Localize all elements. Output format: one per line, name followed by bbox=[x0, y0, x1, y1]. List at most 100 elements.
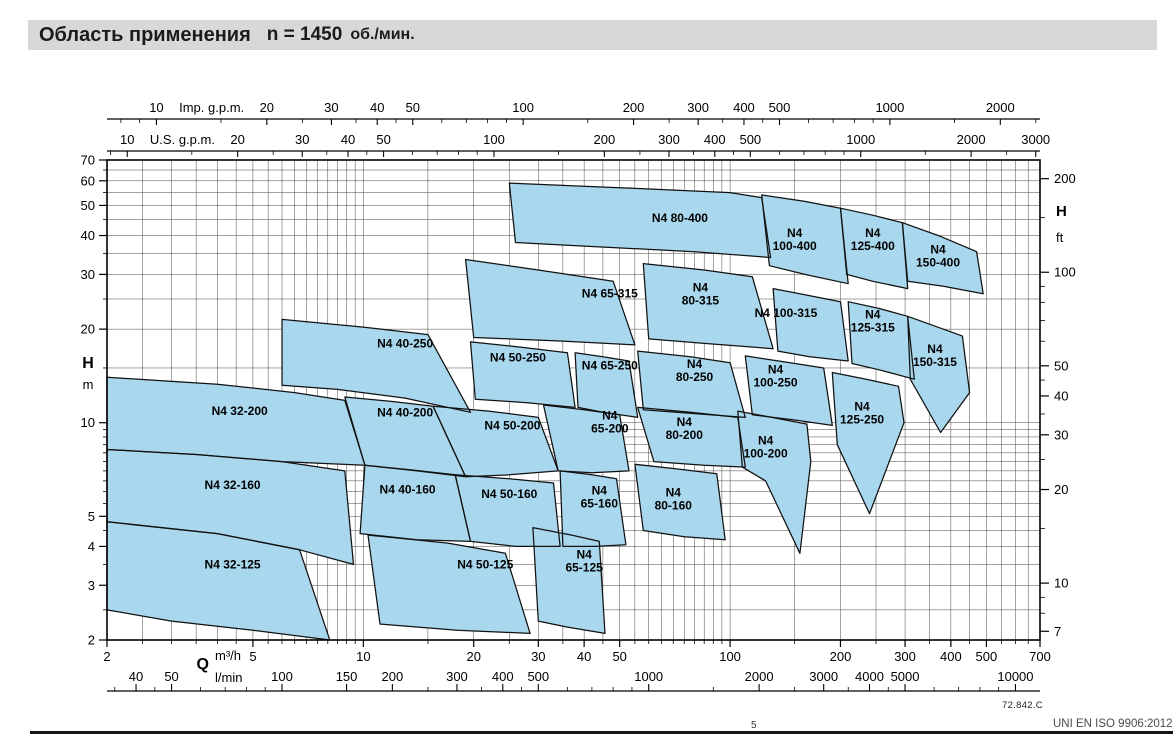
region-area-N4-125-400 bbox=[840, 208, 908, 289]
region-area-N4-100-400 bbox=[761, 195, 849, 284]
axis-tick-label: 50 bbox=[164, 669, 178, 684]
speed-value: n = 1450 bbox=[266, 24, 343, 45]
region-border bbox=[901, 222, 984, 295]
region-label: N4 32-125 bbox=[205, 557, 261, 571]
standard-reference: UNI EN ISO 9906:2012 bbox=[1053, 718, 1173, 730]
region-label: N4 bbox=[787, 226, 803, 240]
region-area-N4-40-160 bbox=[360, 465, 471, 542]
axis-tick-label: 10 bbox=[120, 132, 134, 147]
region-border bbox=[642, 262, 774, 350]
region-label: N4 bbox=[677, 415, 693, 429]
region-label: N4 bbox=[865, 226, 881, 240]
region-border bbox=[532, 526, 606, 635]
axis-unit: U.S. g.p.m. bbox=[150, 132, 215, 147]
region-border bbox=[508, 182, 772, 259]
axis-unit: m bbox=[83, 377, 94, 392]
region-area-N4-50-200 bbox=[433, 406, 559, 477]
axis-tick-label: 40 bbox=[370, 100, 384, 115]
axis-tick-label: 1000 bbox=[875, 100, 904, 115]
axis-tick-label: 3000 bbox=[809, 669, 838, 684]
axis-tick-label: 2000 bbox=[957, 132, 986, 147]
region-area-N4-50-250 bbox=[470, 341, 576, 408]
region-label: N4 bbox=[666, 486, 682, 500]
axis-tick-label: 50 bbox=[406, 100, 420, 115]
axis-tick-label: 10000 bbox=[997, 669, 1033, 684]
region-border bbox=[634, 463, 726, 541]
axis-tick-label: 400 bbox=[940, 649, 962, 664]
axis-tick-label: 20 bbox=[81, 322, 95, 337]
region-area-N4-65-315 bbox=[465, 259, 635, 345]
axis-tick-label: 2 bbox=[88, 633, 95, 648]
region-border bbox=[907, 315, 971, 434]
region-label: N4 50-200 bbox=[484, 418, 540, 432]
axis-tick-label: 500 bbox=[527, 669, 549, 684]
axis-tick-label: 200 bbox=[1054, 171, 1076, 186]
region-area-N4-80-200 bbox=[637, 407, 746, 468]
region-label: 80-250 bbox=[676, 370, 714, 384]
region-label: 125-400 bbox=[851, 239, 895, 253]
axis-tick-label: 60 bbox=[81, 173, 95, 188]
region-label: N4 bbox=[927, 342, 943, 356]
axis-tick-label: 2 bbox=[103, 649, 110, 664]
axis-tick-label: 400 bbox=[733, 100, 755, 115]
region-label: 125-315 bbox=[851, 321, 895, 335]
region-area-N4-65-125 bbox=[532, 527, 605, 634]
axis-tick-label: 10 bbox=[356, 649, 370, 664]
axis-tick-label: 50 bbox=[1054, 358, 1068, 373]
axis-tick-label: 20 bbox=[1054, 482, 1068, 497]
region-border bbox=[637, 406, 746, 468]
axis-h-m: 2 3 4 5 10 20 30 40 50 60 70 Hm bbox=[81, 153, 107, 648]
axis-us-gpm: 10 20 30 40 50 100 200 300 400 500 1000 2000 3000 U.S… bbox=[107, 132, 1050, 157]
axis-tick-label: 20 bbox=[467, 649, 481, 664]
axis-q-m3h: 2 5 10 20 30 40 50 100 200 300 400 500 700 Qm³/h l/min bbox=[103, 640, 1051, 685]
region-label: N4 65-250 bbox=[582, 358, 638, 372]
axis-q-lmin: 40 50 100 150 200 300 400 500 1000 2000 3000 4000 50… bbox=[107, 669, 1040, 692]
region-label: N4 bbox=[602, 408, 618, 422]
region-label: 100-200 bbox=[744, 446, 788, 460]
axis-tick-label: 100 bbox=[1054, 265, 1076, 280]
axis-unit: ft bbox=[1056, 230, 1064, 245]
region-label: N4 bbox=[854, 399, 870, 413]
region-area-N4-80-250 bbox=[637, 351, 746, 418]
region-area-N4-100-315 bbox=[773, 288, 849, 361]
region-border bbox=[464, 258, 636, 346]
region-area-N4-100-200 bbox=[737, 411, 811, 554]
axis-tick-label: 2000 bbox=[745, 669, 774, 684]
pump-regions bbox=[107, 183, 984, 640]
region-label: 65-125 bbox=[565, 561, 603, 575]
region-label: N4 bbox=[768, 362, 784, 376]
region-area-N4-125-315 bbox=[848, 301, 915, 380]
axis-unit: m³/h bbox=[215, 648, 241, 663]
region-area-N4-125-250 bbox=[832, 372, 904, 514]
plot-frame bbox=[106, 159, 1041, 641]
region-label: N4 32-200 bbox=[212, 404, 268, 418]
region-area-N4-32-200 bbox=[107, 377, 365, 466]
axis-unit: Imp. g.p.m. bbox=[179, 100, 244, 115]
region-border bbox=[839, 207, 909, 290]
region-label: N4 bbox=[592, 483, 608, 497]
axis-tick-label: 3000 bbox=[1021, 132, 1050, 147]
axis-tick-label: 40 bbox=[341, 132, 355, 147]
title-bar: Область применения n = 1450 об./мин. bbox=[28, 20, 1157, 50]
axis-tick-label: 20 bbox=[230, 132, 244, 147]
axis-tick-label: 30 bbox=[531, 649, 545, 664]
region-label: N4 100-315 bbox=[755, 306, 818, 320]
region-area-N4-50-125 bbox=[368, 535, 531, 634]
axis-tick-label: 1000 bbox=[634, 669, 663, 684]
region-area-N4-80-160 bbox=[634, 464, 726, 540]
axis-tick-label: 100 bbox=[271, 669, 293, 684]
axis-tick-label: 1000 bbox=[846, 132, 875, 147]
region-border bbox=[772, 287, 849, 362]
region-label: N4 65-315 bbox=[582, 287, 638, 301]
page-title: Область применения bbox=[39, 23, 251, 46]
region-area-N4-32-125 bbox=[107, 521, 330, 640]
axis-title: H bbox=[82, 355, 94, 372]
axis-tick-label: 200 bbox=[382, 669, 404, 684]
axis-tick-label: 300 bbox=[687, 100, 709, 115]
figure-code: 72.842.C bbox=[1002, 700, 1043, 711]
axis-tick-label: 30 bbox=[295, 132, 309, 147]
region-border bbox=[559, 470, 627, 548]
axis-tick-label: 10 bbox=[1054, 576, 1068, 591]
region-label: N4 40-250 bbox=[377, 336, 433, 350]
region-area-N4-150-315 bbox=[907, 316, 970, 433]
